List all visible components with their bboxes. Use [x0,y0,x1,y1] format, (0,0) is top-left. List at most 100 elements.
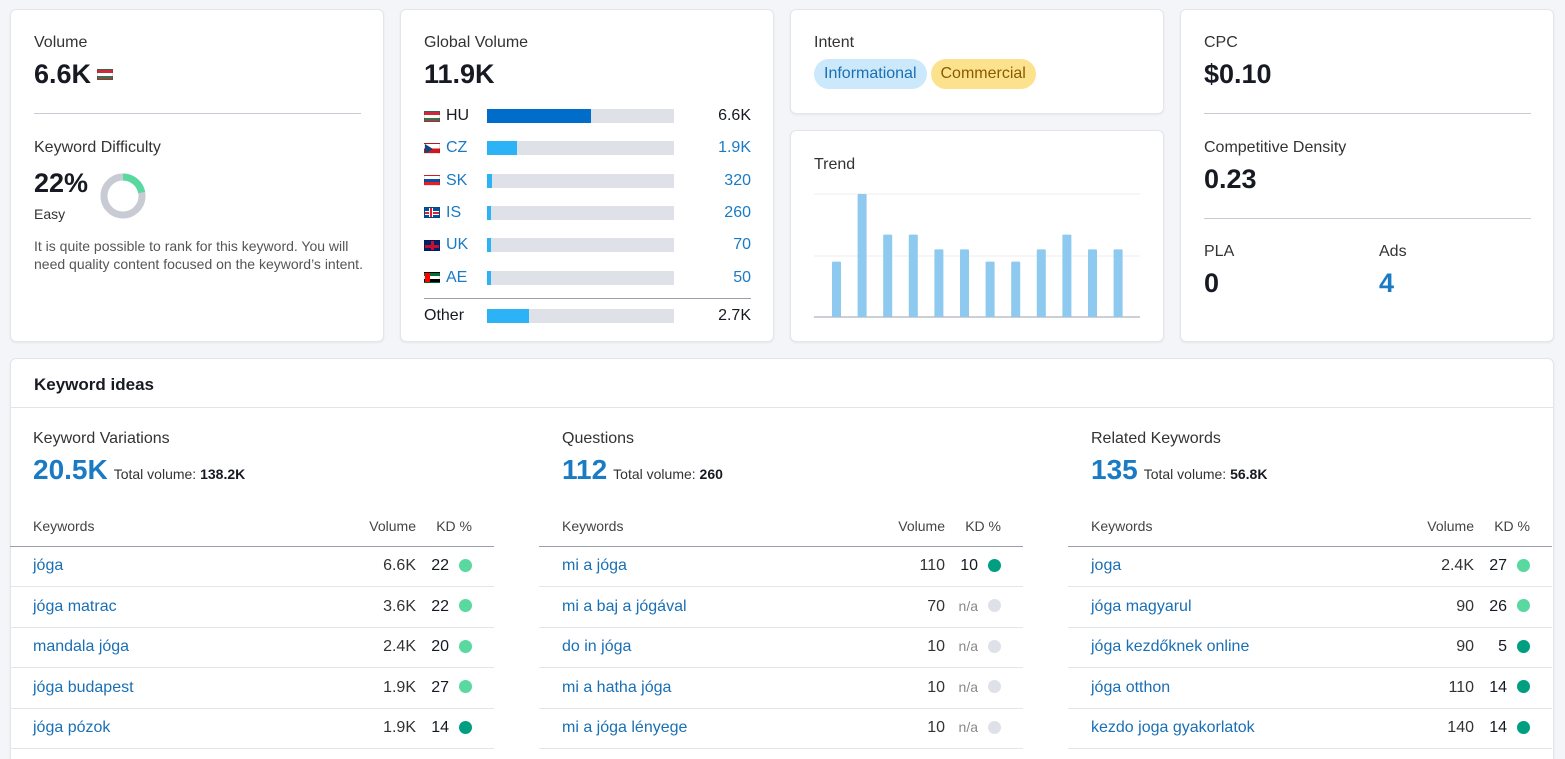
keyword-link[interactable]: joga [1068,546,1384,587]
keyword-link[interactable]: mandala jóga [10,627,326,668]
keyword-link[interactable]: jóga matrac [10,586,326,628]
ae-flag-icon [424,272,440,283]
keyword-volume: 70 [855,586,945,628]
keyword-kd: 5 [1474,627,1552,668]
keyword-link[interactable]: kezdo joga gyakorlatok [1068,708,1384,749]
country-code[interactable]: UK [446,236,469,254]
sk-flag-icon [424,175,440,187]
country-code[interactable]: CZ [446,139,468,157]
keyword-kd: n/a [945,627,1023,668]
kd-dot-icon [459,680,472,694]
keyword-volume: 2.4K [326,627,416,668]
table-row: jóga pózok 1.9K 14 [10,708,494,749]
section-title: Questions [562,430,635,447]
table-row: mi a jóga lényege 10 n/a [539,708,1023,749]
intent-commercial-badge[interactable]: Commercial [930,59,1036,89]
keyword-link[interactable]: jóga magyarul [1068,586,1384,628]
keyword-kd: 14 [416,708,494,749]
global-volume-label: Global Volume [424,34,529,51]
country-row-cz[interactable]: CZ 1.9K [424,138,751,158]
trend-bar[interactable] [960,249,969,317]
country-value: 6.6K [718,107,751,124]
keyword-kd: 27 [1474,546,1552,587]
keyword-kd: 22 [416,546,494,587]
country-row-ae[interactable]: AE 50 [424,268,751,288]
keyword-link[interactable]: jóga [10,546,326,587]
pla-label: PLA [1204,243,1235,260]
kd-dot-icon [1517,599,1530,613]
kd-dot-icon [1517,680,1530,694]
country-value[interactable]: 260 [724,203,751,221]
trend-card: Trend [790,130,1164,342]
country-value[interactable]: 320 [724,171,751,189]
country-code[interactable]: AE [446,268,468,286]
keyword-link[interactable]: jóga kezdőknek online [1068,627,1384,668]
keyword-ideas-section-1: Questions 112 Total volume: 260 Keywords Vol… [539,430,1023,749]
country-code[interactable]: IS [446,203,462,221]
keyword-link[interactable]: jóga otthon [1068,667,1384,709]
country-value[interactable]: 1.9K [718,139,751,157]
country-row-is[interactable]: IS 260 [424,203,751,223]
kd-dot-icon [1517,639,1530,653]
keyword-link[interactable]: mi a hatha jóga [539,667,855,709]
country-row-sk[interactable]: SK 320 [424,171,751,191]
section-count[interactable]: 112 [562,454,608,485]
kd-dot-icon [988,680,1001,694]
keyword-link[interactable]: mi a baj a jógával [539,586,855,628]
global-volume-value: 11.9K [424,59,495,89]
country-code[interactable]: SK [446,171,468,189]
table-row: kezdo joga gyakorlatok 140 14 [1068,708,1552,749]
keyword-link[interactable]: jóga budapest [10,667,326,709]
intent-card: Intent Informational Commercial [790,9,1164,114]
keyword-volume: 110 [1384,667,1474,709]
section-count[interactable]: 135 [1091,454,1138,485]
country-row-hu: HU 6.6K [424,106,751,126]
kd-header: KD % [416,518,494,547]
trend-bar[interactable] [934,249,944,317]
pla-value: 0 [1204,268,1220,298]
keyword-link[interactable]: do in jóga [539,627,855,668]
kd-dot-icon [1517,558,1530,572]
trend-bar[interactable] [1036,249,1046,317]
trend-bar[interactable] [832,261,841,317]
country-row-uk[interactable]: UK 70 [424,235,751,255]
table-row: mi a hatha jóga 10 n/a [539,667,1023,709]
trend-bar[interactable] [857,194,867,317]
keyword-link[interactable]: mi a jóga lényege [539,708,855,749]
intent-informational-badge[interactable]: Informational [814,59,927,89]
keyword-kd: 27 [416,667,494,709]
trend-chart [814,193,1140,318]
keyword-volume: 10 [855,627,945,668]
keyword-link[interactable]: jóga pózok [10,708,326,749]
keyword-volume: 90 [1384,627,1474,668]
trend-bar[interactable] [908,234,918,317]
trend-bar[interactable] [1113,249,1123,317]
competitive-density-label: Competitive Density [1204,139,1347,156]
cpc-value: $0.10 [1204,59,1272,89]
keyword-volume: 6.6K [326,546,416,587]
trend-bar[interactable] [1062,234,1072,317]
keyword-volume: 2.4K [1384,546,1474,587]
table-row: jóga 6.6K 22 [10,546,494,587]
table-row: do in jóga 10 n/a [539,627,1023,668]
keyword-kd: 10 [945,546,1023,587]
kd-dot-icon [459,720,472,734]
section-title: Related Keywords [1091,430,1221,447]
country-value[interactable]: 70 [733,236,751,254]
keyword-link[interactable]: mi a jóga [539,546,855,587]
kd-dot-icon [988,558,1001,572]
trend-bar[interactable] [1088,249,1097,317]
keywords-table: Keywords Volume KD % mi a jóga 110 10 mi a baj… [539,518,1023,749]
country-value[interactable]: 50 [733,268,751,286]
keywords-table: Keywords Volume KD % joga 2.4K 27 jóga magyaru… [1068,518,1552,749]
section-count[interactable]: 20.5K [33,454,108,485]
kd-value: 22% [34,168,89,198]
trend-bar[interactable] [985,261,995,317]
keywords-header: Keywords [10,518,326,547]
keyword-volume: 1.9K [326,708,416,749]
keyword-kd: 14 [1474,708,1552,749]
ads-value[interactable]: 4 [1379,268,1395,298]
trend-bar[interactable] [1011,261,1021,317]
kd-label: Keyword Difficulty [34,139,161,156]
trend-bar[interactable] [883,234,893,317]
